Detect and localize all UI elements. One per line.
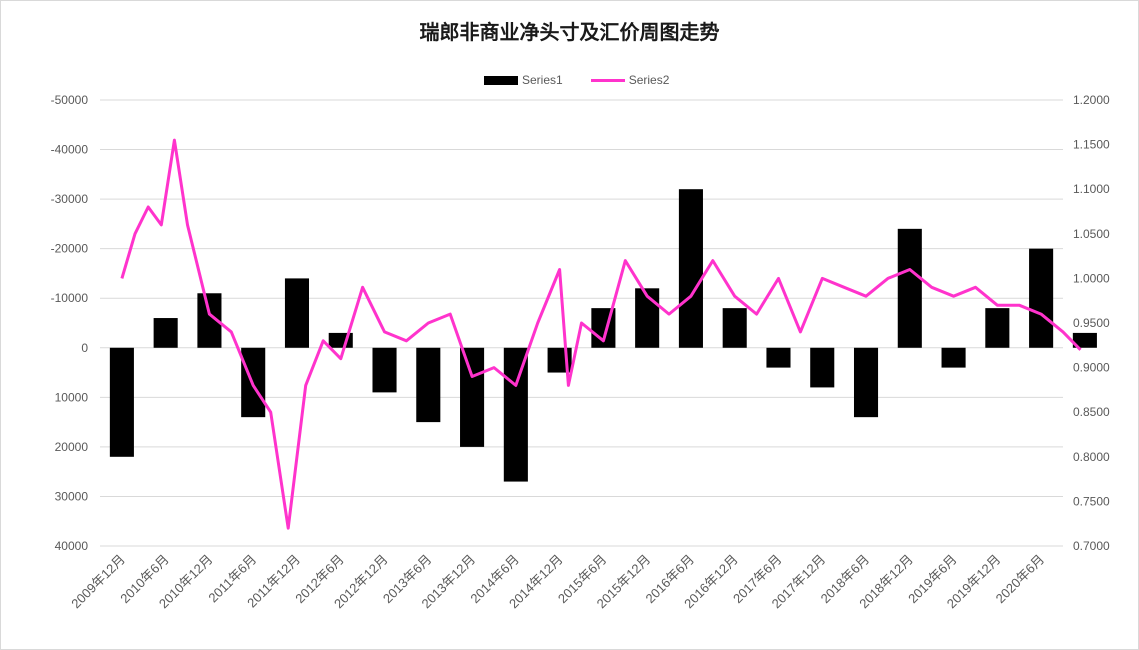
legend: Series1 Series2 [484, 72, 697, 88]
series1-bar [1029, 248, 1054, 348]
series1-bar [678, 189, 703, 348]
series1-bar [941, 347, 966, 368]
series2-line [120, 138, 1082, 530]
right-tick-label: 1.0500 [1073, 227, 1110, 241]
left-tick-label: -30000 [51, 192, 89, 206]
series1-bar [766, 347, 791, 368]
legend-label-series1: Series1 [522, 73, 563, 87]
right-tick-label: 0.8000 [1073, 450, 1110, 464]
legend-swatch-series1 [484, 75, 518, 85]
right-tick-label: 0.9500 [1073, 316, 1110, 330]
series1-bar [1072, 332, 1097, 348]
legend-item-series1: Series1 [484, 73, 563, 87]
legend-label-series2: Series2 [628, 73, 670, 87]
right-tick-label: 0.7000 [1073, 539, 1110, 553]
right-tick-label: 0.9000 [1073, 361, 1110, 375]
right-tick-label: 1.0000 [1073, 271, 1110, 285]
series1-bar [416, 347, 441, 423]
series1-bar [853, 347, 879, 418]
series1-bar [284, 278, 310, 348]
series1-bar [897, 228, 922, 348]
legend-swatch-series2 [590, 78, 625, 82]
series1-bar [153, 318, 178, 348]
left-tick-label: 20000 [55, 440, 89, 454]
left-tick-label: 30000 [55, 489, 89, 503]
series1-bar [985, 308, 1010, 348]
series1-bar [722, 308, 747, 348]
left-tick-label: -10000 [51, 291, 89, 305]
series1-bar [109, 347, 134, 457]
series1-bar [372, 347, 397, 393]
right-tick-label: 1.1500 [1073, 138, 1110, 152]
series1-bar [635, 288, 660, 348]
left-tick-label: -40000 [51, 143, 89, 157]
legend-item-series2: Series2 [590, 73, 670, 87]
left-tick-label: 40000 [55, 539, 89, 553]
right-tick-label: 1.2000 [1073, 93, 1110, 107]
right-tick-label: 0.8500 [1073, 405, 1110, 419]
series1-bar [460, 347, 485, 447]
left-tick-label: -20000 [51, 242, 89, 256]
series1-bar [503, 347, 528, 482]
right-tick-label: 1.1000 [1073, 182, 1110, 196]
x-tick-label: 2009年12月 [68, 552, 128, 612]
series1-bar [810, 347, 835, 388]
left-tick-label: 0 [81, 341, 88, 355]
left-tick-label: -50000 [51, 93, 89, 107]
right-tick-label: 0.7500 [1073, 494, 1110, 508]
chart-title: 瑞郎非商业净头寸及汇价周图走势 [419, 20, 720, 44]
left-tick-label: 10000 [55, 390, 89, 404]
